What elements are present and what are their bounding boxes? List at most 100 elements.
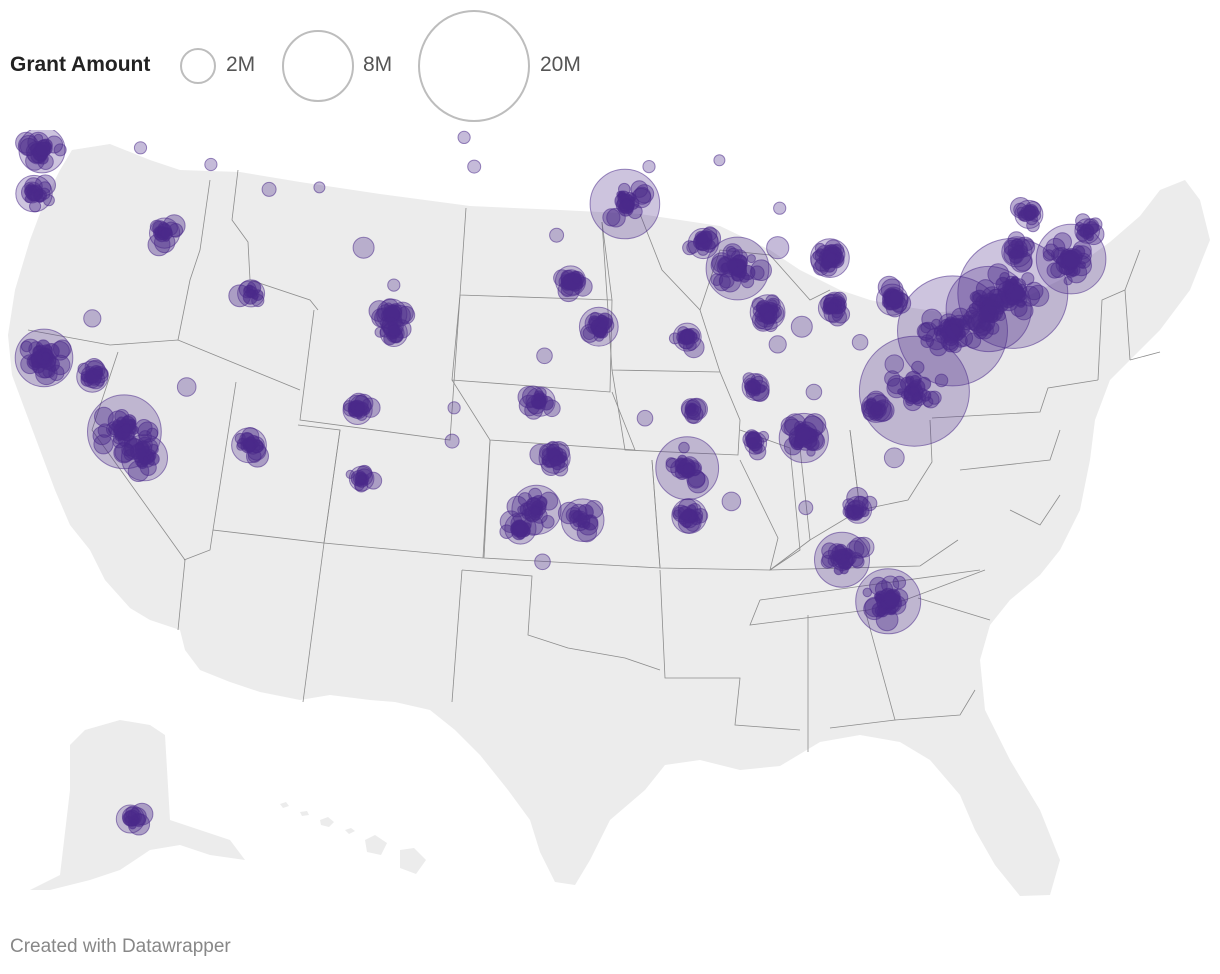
grant-bubble <box>1007 247 1018 259</box>
grant-bubble <box>93 434 114 455</box>
grant-bubble <box>642 159 656 174</box>
state-border <box>27 329 301 391</box>
state-border <box>1009 494 1061 526</box>
grant-bubbles <box>14 130 1107 836</box>
grant-bubble <box>892 575 907 590</box>
grant-bubble <box>457 130 471 144</box>
state-border <box>451 569 463 703</box>
credit-line: Created with Datawrapper <box>10 936 231 957</box>
grant-bubble <box>686 405 696 415</box>
grant-bubble <box>541 515 555 529</box>
state-border <box>1124 249 1141 291</box>
grant-bubble <box>713 273 731 292</box>
grant-bubble <box>133 141 148 155</box>
state-border <box>769 254 831 301</box>
grant-bubble <box>588 315 601 328</box>
grant-bubble <box>738 271 750 283</box>
us-grant-map <box>8 130 1210 896</box>
grant-bubble <box>115 431 124 440</box>
grant-bubble <box>160 227 174 240</box>
grant-bubble <box>35 141 51 157</box>
land-layer <box>8 144 1210 896</box>
legend-circles <box>180 10 530 122</box>
grant-bubble <box>884 354 905 374</box>
legend-circle-20m <box>418 10 530 122</box>
grant-bubble <box>1082 227 1092 236</box>
grant-bubble <box>825 302 838 314</box>
grant-bubble <box>549 227 565 243</box>
grant-bubble <box>726 259 738 271</box>
grant-bubble <box>853 536 875 558</box>
grant-bubble <box>677 505 693 521</box>
grant-bubble <box>634 184 655 204</box>
grant-bubble <box>618 198 635 215</box>
grant-bubble <box>444 433 460 449</box>
grant-bubble <box>883 447 905 469</box>
grant-bubble <box>757 384 766 393</box>
grant-bubble <box>713 154 726 167</box>
state-border <box>1129 351 1161 361</box>
grant-bubble <box>756 299 771 315</box>
grant-bubble <box>146 427 159 440</box>
alaska-landmass <box>30 720 245 890</box>
grant-bubble <box>1071 245 1086 259</box>
grant-bubble <box>204 157 218 172</box>
grant-bubble <box>41 352 51 362</box>
state-border <box>894 689 976 721</box>
grant-bubble <box>852 504 864 516</box>
grant-bubble <box>447 401 461 415</box>
grant-bubble <box>965 332 982 349</box>
state-borders <box>27 169 1161 752</box>
grant-bubble <box>515 523 526 534</box>
grant-bubble <box>975 279 996 299</box>
grant-bubble <box>721 491 742 512</box>
grant-bubble <box>130 443 147 460</box>
grant-bubble <box>572 275 582 285</box>
grant-bubble <box>684 327 701 344</box>
grant-bubble <box>354 410 363 419</box>
grant-bubble <box>905 370 922 388</box>
grant-bubble <box>744 380 758 394</box>
state-border <box>451 379 636 451</box>
grant-bubble <box>862 587 873 598</box>
state-border <box>601 213 721 373</box>
grant-bubble <box>313 181 326 194</box>
grant-bubble <box>387 324 401 337</box>
state-border <box>739 429 801 571</box>
grant-bubble <box>261 181 277 197</box>
grant-bubble <box>883 589 901 607</box>
grant-bubble <box>790 315 813 338</box>
grant-bubble <box>945 323 961 339</box>
grant-bubble <box>745 432 763 450</box>
grant-bubble <box>682 463 693 474</box>
grant-bubble <box>995 276 1011 293</box>
legend-label-2m: 2M <box>226 53 256 76</box>
grant-bubble <box>83 309 102 328</box>
state-border <box>461 569 661 671</box>
grant-bubble <box>798 500 814 516</box>
grant-bubble <box>1052 232 1073 252</box>
grant-bubble <box>352 236 375 259</box>
grant-bubble <box>796 426 812 442</box>
state-border <box>749 569 986 626</box>
state-border <box>611 369 741 456</box>
grant-bubble <box>912 392 922 402</box>
state-border <box>302 542 325 703</box>
state-border <box>1097 289 1131 381</box>
grant-bubble <box>837 557 850 570</box>
state-border <box>323 429 491 559</box>
legend-circle-2m <box>180 48 216 84</box>
state-border <box>231 169 319 311</box>
grant-bubble <box>245 439 255 450</box>
grant-bubble <box>121 423 132 434</box>
grant-bubble <box>934 373 949 388</box>
grant-bubble <box>682 519 692 529</box>
state-border <box>931 379 1099 419</box>
state-border <box>659 569 801 731</box>
grant-bubble <box>557 454 567 464</box>
state-border <box>959 429 1061 471</box>
grant-bubble <box>577 513 588 525</box>
grant-bubble <box>35 194 45 203</box>
grant-bubble <box>467 159 482 174</box>
grant-bubble <box>92 366 103 377</box>
